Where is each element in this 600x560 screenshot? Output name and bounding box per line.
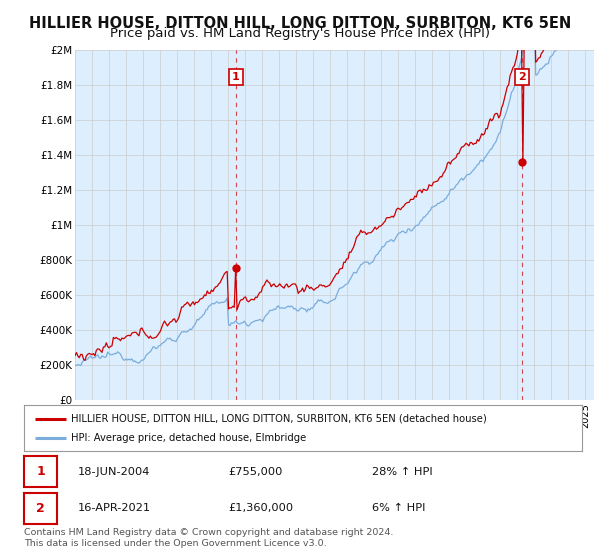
Text: 28% ↑ HPI: 28% ↑ HPI [372, 467, 433, 477]
Text: £755,000: £755,000 [228, 467, 283, 477]
Text: 18-JUN-2004: 18-JUN-2004 [78, 467, 151, 477]
Text: Price paid vs. HM Land Registry's House Price Index (HPI): Price paid vs. HM Land Registry's House … [110, 27, 490, 40]
Text: £1,360,000: £1,360,000 [228, 503, 293, 513]
Text: 1: 1 [36, 465, 45, 478]
Text: 2: 2 [518, 72, 526, 82]
Text: 6% ↑ HPI: 6% ↑ HPI [372, 503, 425, 513]
Text: 2: 2 [36, 502, 45, 515]
Text: Contains HM Land Registry data © Crown copyright and database right 2024.
This d: Contains HM Land Registry data © Crown c… [24, 528, 394, 548]
Text: HILLIER HOUSE, DITTON HILL, LONG DITTON, SURBITON, KT6 5EN (detached house): HILLIER HOUSE, DITTON HILL, LONG DITTON,… [71, 414, 487, 424]
Text: HPI: Average price, detached house, Elmbridge: HPI: Average price, detached house, Elmb… [71, 433, 307, 443]
Text: HILLIER HOUSE, DITTON HILL, LONG DITTON, SURBITON, KT6 5EN: HILLIER HOUSE, DITTON HILL, LONG DITTON,… [29, 16, 571, 31]
Text: 1: 1 [232, 72, 240, 82]
Text: 16-APR-2021: 16-APR-2021 [78, 503, 151, 513]
